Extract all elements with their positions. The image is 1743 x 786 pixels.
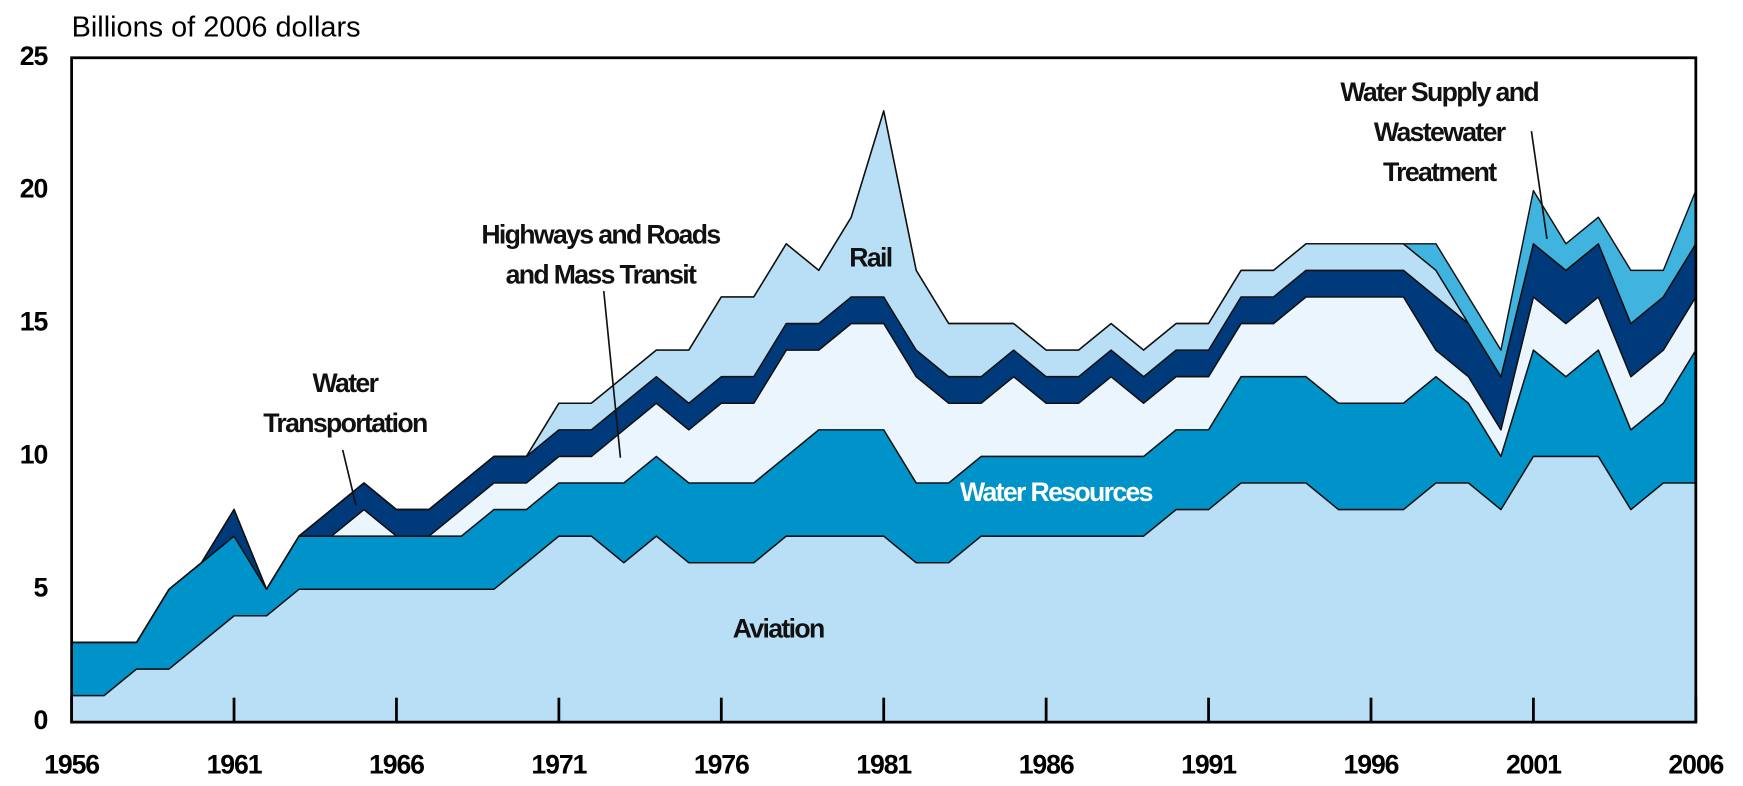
- x-tick-label: 1996: [1344, 750, 1399, 780]
- x-tick-label: 1966: [369, 750, 424, 780]
- y-tick-label: 10: [20, 439, 48, 469]
- leader-line: [341, 449, 357, 506]
- leader-line: [602, 290, 622, 458]
- x-tick-label: 2001: [1506, 750, 1562, 780]
- series-label: Water Resources: [959, 477, 1154, 508]
- label-box: Highways and Roads and Mass Transit: [481, 219, 721, 290]
- x-tick-label: 1991: [1181, 750, 1237, 780]
- label-box: Aviation: [732, 614, 826, 645]
- series-label: Water Supply and Wastewater Treatment: [1340, 77, 1539, 188]
- x-tick-label: 1971: [531, 750, 587, 780]
- y-tick-label: 15: [20, 307, 49, 337]
- label-box: Water Transportation: [263, 368, 428, 439]
- leader-line: [1530, 130, 1548, 239]
- label-box: Water Supply and Wastewater Treatment: [1340, 77, 1539, 188]
- y-tick-label: 20: [20, 174, 48, 204]
- label-box: Rail: [849, 243, 893, 274]
- x-tick-label: 1981: [856, 750, 912, 780]
- y-tick-label: 25: [20, 41, 49, 71]
- y-tick-label: 5: [33, 572, 48, 602]
- series-label: Rail: [849, 243, 893, 274]
- label-box: Water Resources: [959, 477, 1154, 508]
- x-tick-label: 1976: [694, 750, 749, 780]
- y-tick-label: 0: [33, 705, 47, 735]
- x-tick-label: 1956: [44, 750, 99, 780]
- series-label: Water Transportation: [263, 368, 428, 439]
- series-label: Aviation: [732, 614, 826, 645]
- x-tick-label: 1986: [1019, 750, 1074, 780]
- x-tick-label: 1961: [207, 750, 263, 780]
- x-tick-label: 2006: [1668, 750, 1723, 780]
- series-label: Highways and Roads and Mass Transit: [481, 219, 721, 290]
- y-axis-label: Billions of 2006 dollars: [72, 12, 361, 44]
